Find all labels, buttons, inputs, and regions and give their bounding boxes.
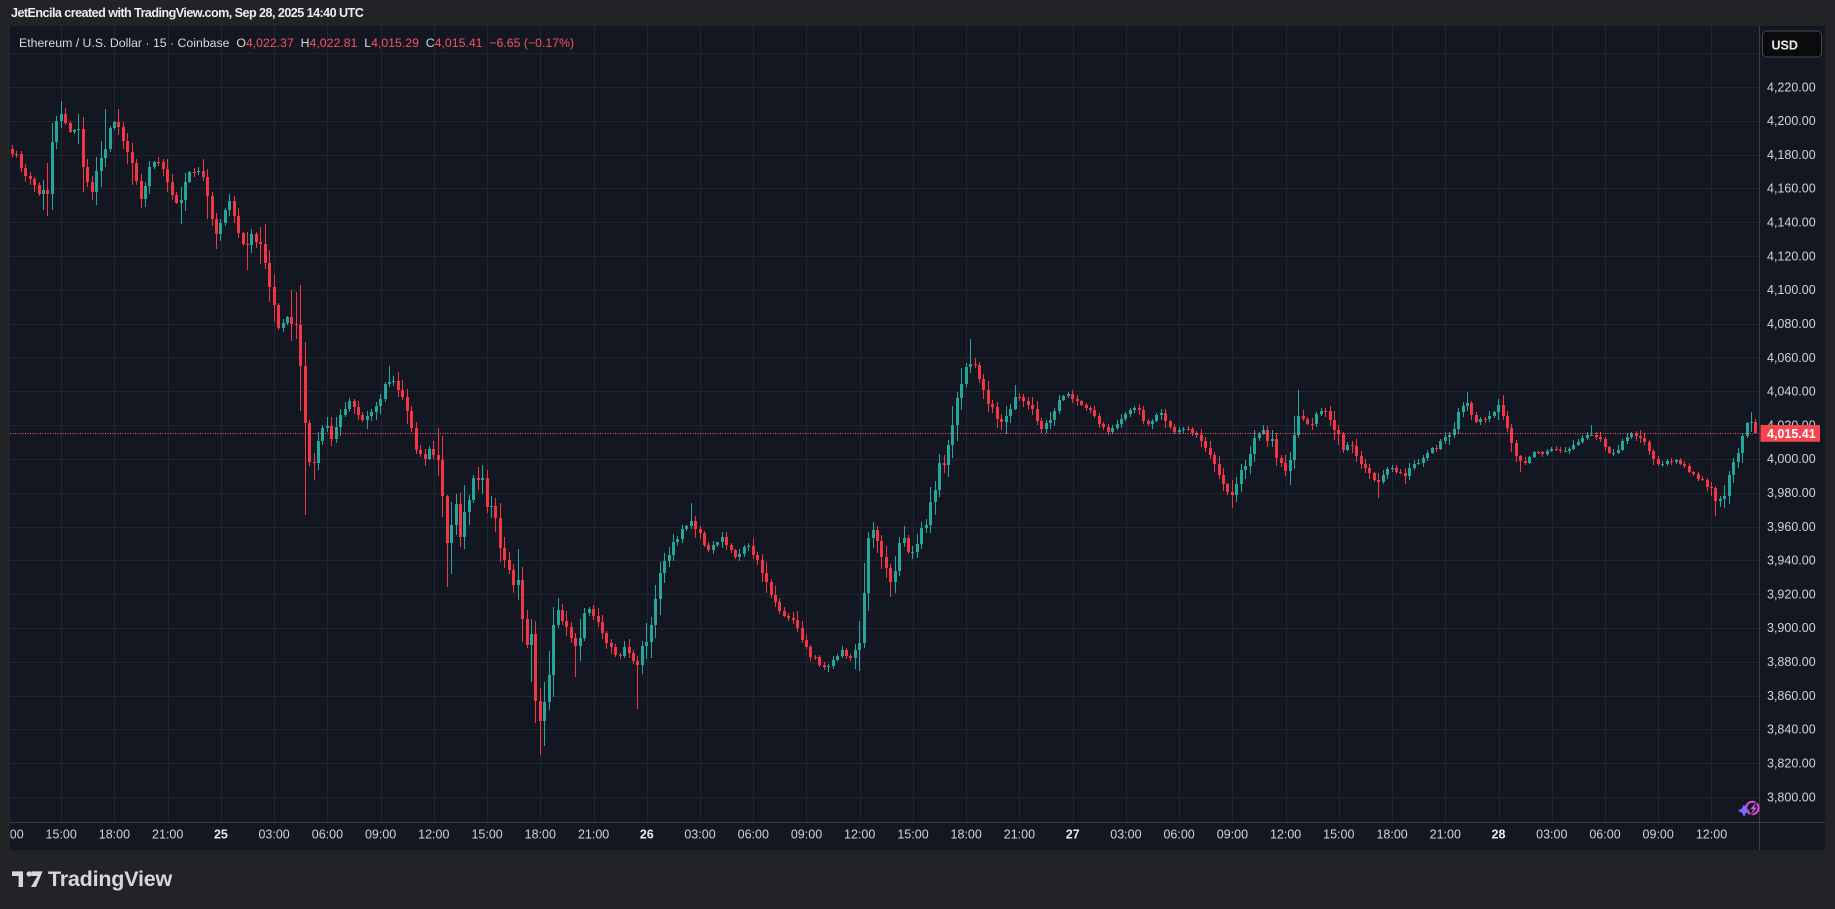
svg-text:3,800.00: 3,800.00 bbox=[1767, 790, 1816, 804]
svg-text:15:00: 15:00 bbox=[1323, 828, 1354, 842]
svg-text:3,940.00: 3,940.00 bbox=[1767, 554, 1816, 568]
svg-text:4,160.00: 4,160.00 bbox=[1767, 182, 1816, 196]
svg-text:3,880.00: 3,880.00 bbox=[1767, 655, 1816, 669]
svg-text:15:00: 15:00 bbox=[471, 828, 502, 842]
svg-text:3,820.00: 3,820.00 bbox=[1767, 757, 1816, 771]
svg-text:03:00: 03:00 bbox=[684, 828, 715, 842]
svg-text:12:00: 12:00 bbox=[0, 828, 24, 842]
svg-text:4,200.00: 4,200.00 bbox=[1767, 114, 1816, 128]
svg-text:3,960.00: 3,960.00 bbox=[1767, 520, 1816, 534]
svg-text:18:00: 18:00 bbox=[99, 828, 130, 842]
svg-text:21:00: 21:00 bbox=[1004, 828, 1035, 842]
svg-text:3,900.00: 3,900.00 bbox=[1767, 621, 1816, 635]
svg-text:27: 27 bbox=[1066, 828, 1080, 842]
svg-text:4,060.00: 4,060.00 bbox=[1767, 351, 1816, 365]
svg-text:28: 28 bbox=[1492, 828, 1506, 842]
svg-text:26: 26 bbox=[640, 828, 654, 842]
svg-text:4,220.00: 4,220.00 bbox=[1767, 80, 1816, 94]
svg-text:12:00: 12:00 bbox=[844, 828, 875, 842]
svg-text:12:00: 12:00 bbox=[1270, 828, 1301, 842]
svg-text:06:00: 06:00 bbox=[1589, 828, 1620, 842]
svg-text:15:00: 15:00 bbox=[897, 828, 928, 842]
svg-text:09:00: 09:00 bbox=[1643, 828, 1674, 842]
svg-text:3,980.00: 3,980.00 bbox=[1767, 486, 1816, 500]
svg-text:06:00: 06:00 bbox=[738, 828, 769, 842]
svg-text:15:00: 15:00 bbox=[46, 828, 77, 842]
svg-text:21:00: 21:00 bbox=[152, 828, 183, 842]
svg-text:Ethereum / U.S. Dollar · 15 ·: Ethereum / U.S. Dollar · 15 · Coinbase O… bbox=[19, 36, 574, 50]
svg-text:4,120.00: 4,120.00 bbox=[1767, 249, 1816, 263]
svg-text:12:00: 12:00 bbox=[1696, 828, 1727, 842]
svg-text:09:00: 09:00 bbox=[1217, 828, 1248, 842]
svg-text:3,860.00: 3,860.00 bbox=[1767, 689, 1816, 703]
svg-text:4,015.41: 4,015.41 bbox=[1767, 427, 1816, 441]
svg-text:3,840.00: 3,840.00 bbox=[1767, 723, 1816, 737]
svg-text:4,180.00: 4,180.00 bbox=[1767, 148, 1816, 162]
svg-text:4,100.00: 4,100.00 bbox=[1767, 283, 1816, 297]
svg-text:09:00: 09:00 bbox=[791, 828, 822, 842]
svg-text:09:00: 09:00 bbox=[365, 828, 396, 842]
svg-text:18:00: 18:00 bbox=[525, 828, 556, 842]
svg-text:4,000.00: 4,000.00 bbox=[1767, 452, 1816, 466]
svg-text:21:00: 21:00 bbox=[578, 828, 609, 842]
svg-text:4,040.00: 4,040.00 bbox=[1767, 385, 1816, 399]
svg-text:4,080.00: 4,080.00 bbox=[1767, 317, 1816, 331]
svg-text:03:00: 03:00 bbox=[1110, 828, 1141, 842]
svg-text:21:00: 21:00 bbox=[1430, 828, 1461, 842]
svg-text:4,140.00: 4,140.00 bbox=[1767, 216, 1816, 230]
svg-text:18:00: 18:00 bbox=[1376, 828, 1407, 842]
svg-text:03:00: 03:00 bbox=[1536, 828, 1567, 842]
svg-text:18:00: 18:00 bbox=[951, 828, 982, 842]
svg-text:06:00: 06:00 bbox=[1163, 828, 1194, 842]
svg-text:25: 25 bbox=[214, 828, 228, 842]
svg-text:12:00: 12:00 bbox=[418, 828, 449, 842]
svg-text:USD: USD bbox=[1772, 39, 1798, 53]
svg-text:03:00: 03:00 bbox=[258, 828, 289, 842]
svg-text:06:00: 06:00 bbox=[312, 828, 343, 842]
svg-text:3,920.00: 3,920.00 bbox=[1767, 587, 1816, 601]
